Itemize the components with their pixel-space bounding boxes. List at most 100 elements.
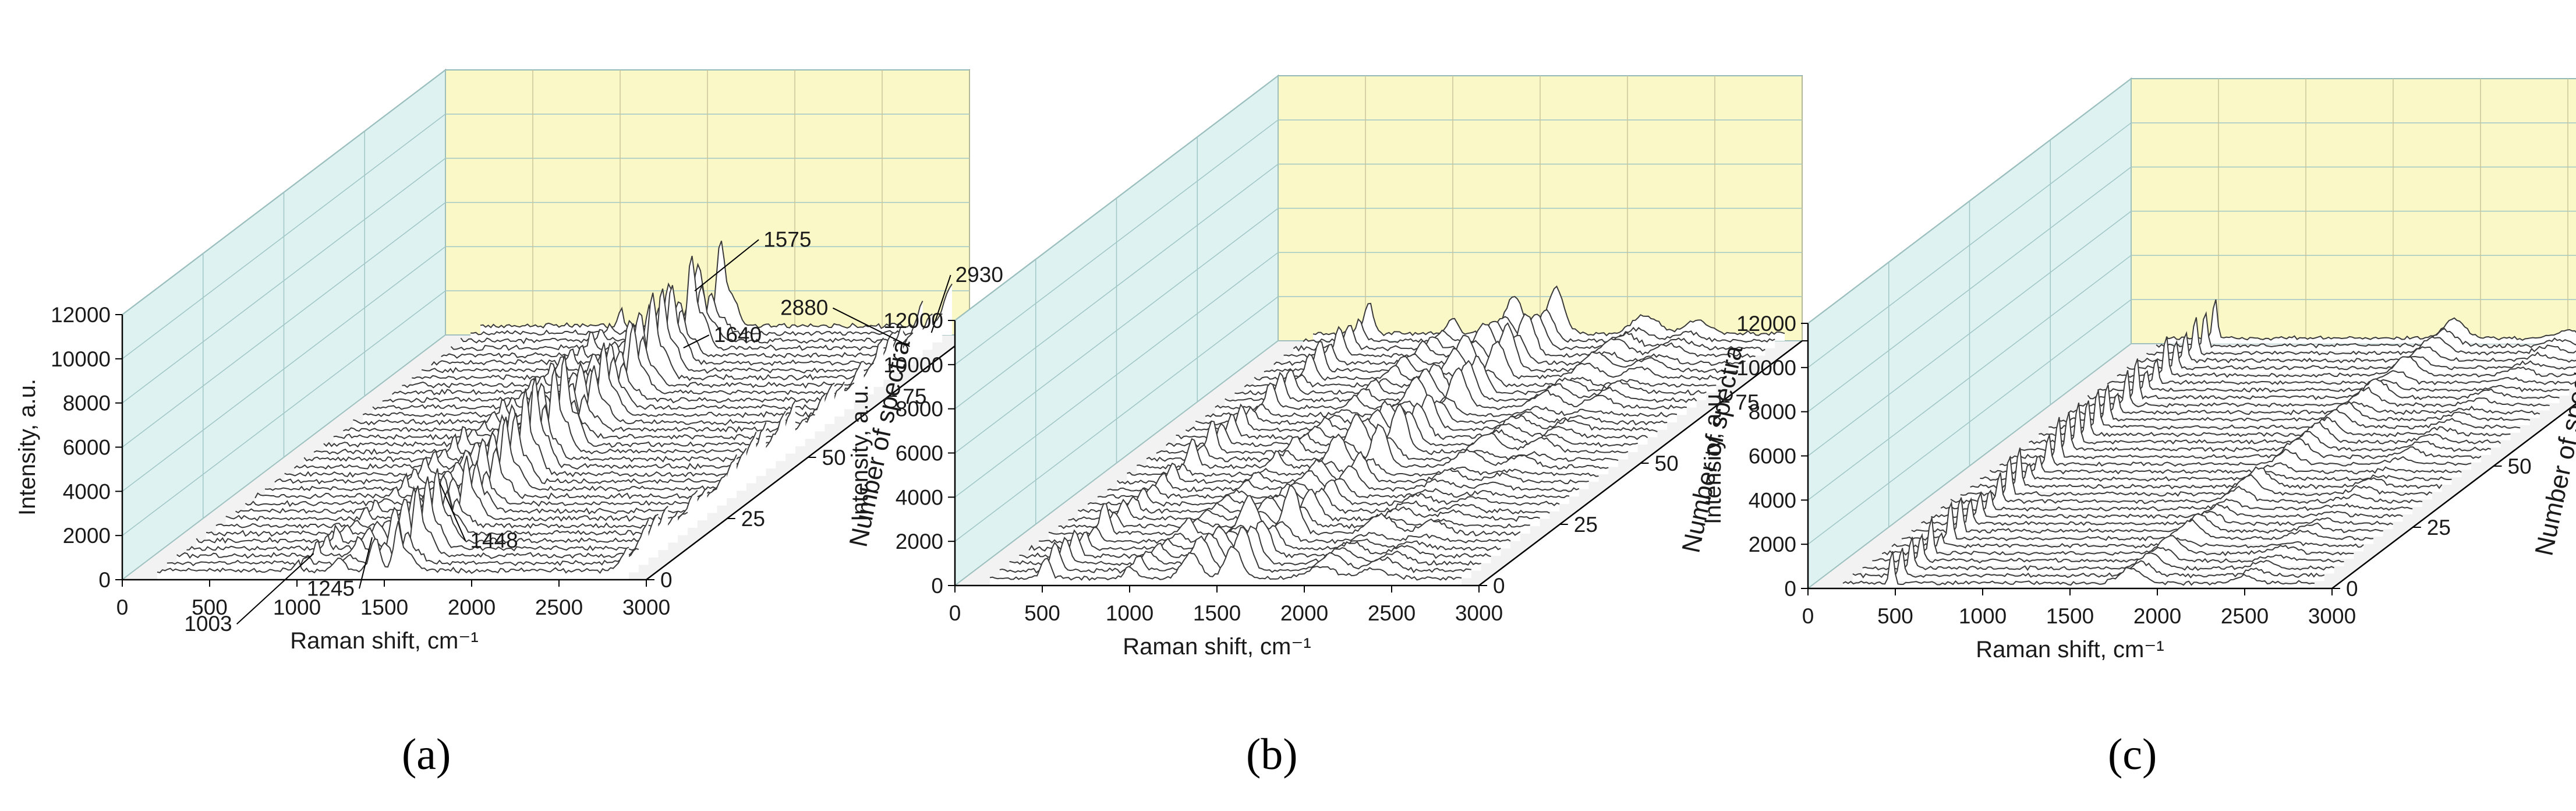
x-axis-title: Raman shift, cm⁻¹	[1123, 634, 1311, 660]
x-tick-label: 2000	[448, 595, 496, 619]
spectrum-line	[2165, 299, 2576, 341]
spectrum-line	[343, 393, 815, 433]
z-tick-label: 50	[822, 446, 846, 470]
x-tick-label: 500	[1877, 604, 1913, 628]
spectrum-line	[1911, 497, 2383, 534]
spectrum-fill	[1215, 368, 1687, 415]
spectrum-line	[412, 292, 884, 382]
spectrum-fill	[1843, 551, 2315, 588]
spectrum-line	[1264, 322, 1736, 373]
spectrum-fill	[1852, 548, 2324, 581]
x-tick-label: 2000	[1280, 601, 1328, 625]
x-tick-label: 1000	[273, 595, 321, 619]
spectrum-fill	[1931, 492, 2403, 522]
y-tick-label: 10000	[883, 353, 943, 377]
spectrum-line	[999, 527, 1471, 574]
spectrum-line	[2097, 370, 2570, 393]
annotation-label: 2930	[956, 263, 1003, 287]
y-axis-title: Intensity, a.u.	[847, 385, 873, 521]
y-tick-label: 8000	[896, 397, 943, 421]
y-tick-label: 0	[98, 568, 111, 592]
y-axis-title: Intensity, a.u.	[15, 379, 40, 516]
spectrum-line	[2136, 331, 2576, 364]
z-tick-label: 0	[2346, 577, 2358, 601]
annotation-arrow	[359, 537, 373, 589]
spectrum-line	[2107, 358, 2576, 386]
z-tick-label: 75	[1735, 390, 1759, 414]
spectrum-line	[1999, 435, 2472, 467]
spectrum-fill	[176, 485, 649, 565]
x-tick-label: 2500	[2221, 604, 2269, 628]
spectrum-line	[2146, 317, 2576, 356]
chart-panel-a: 0 500 1000 1500 2000 2500 30000200040006000800…	[15, 68, 1020, 654]
caption-b: (b)	[1246, 730, 1298, 779]
spectrum-fill	[2107, 359, 2576, 389]
spectrum-line	[157, 520, 629, 574]
y-tick-label: 6000	[63, 436, 111, 460]
x-tick-label: 3000	[622, 595, 670, 619]
spectrum-fill	[1254, 341, 1726, 386]
spectrum-fill	[2000, 435, 2472, 470]
annotation-arrow	[832, 307, 910, 347]
y-tick-label: 4000	[1749, 488, 1796, 512]
spectrum-fill	[2039, 400, 2511, 440]
y-tick-label: 2000	[63, 524, 111, 548]
spectrum-line	[1950, 472, 2423, 505]
y-tick-label: 12000	[1736, 312, 1796, 336]
annotation-label: 1575	[763, 227, 811, 251]
spectrum-line	[2068, 392, 2540, 415]
x-tick-label: 3000	[1455, 601, 1503, 625]
annotation-label: 1245	[307, 576, 355, 600]
spectrum-fill	[2068, 393, 2540, 418]
spectrum-line	[1970, 447, 2443, 490]
annotation-arrow	[694, 239, 759, 292]
spectrum-line	[1921, 497, 2393, 527]
spectrum-fill	[2078, 370, 2550, 411]
spectrum-line	[1048, 485, 1521, 537]
x-axis-title: Raman shift, cm⁻¹	[1976, 637, 2164, 662]
z-tick-label: 25	[2427, 516, 2451, 540]
spectrum-line	[2029, 403, 2501, 445]
spectrum-line	[264, 417, 737, 492]
spectrum-line	[2078, 370, 2550, 408]
caption-c: (c)	[2108, 730, 2157, 779]
y-tick-label: 2000	[1749, 533, 1796, 556]
y-tick-label: 8000	[1749, 400, 1796, 424]
spectrum-line	[1156, 403, 1629, 456]
spectrum-line	[2126, 340, 2576, 371]
x-tick-label: 2000	[2133, 604, 2181, 628]
spectrum-line	[1881, 517, 2354, 556]
y-axis-title: Intensity, a.u.	[1700, 387, 1726, 524]
z-tick-label: 25	[741, 507, 765, 531]
x-tick-label: 1000	[1106, 601, 1153, 625]
spectrum-fill	[2117, 336, 2576, 381]
spectrum-fill	[2048, 390, 2521, 433]
spectrum-fill	[990, 546, 1462, 586]
spectrum-line	[1931, 491, 2403, 519]
y-tick-label: 12000	[51, 303, 111, 327]
spectrum-line	[1989, 455, 2462, 475]
spectrum-line	[1891, 532, 2364, 549]
spectrum-line	[313, 367, 786, 456]
z-tick-label: 75	[903, 385, 926, 408]
x-tick-label: 500	[1024, 601, 1060, 625]
spectrum-fill	[1048, 485, 1520, 541]
spectrum-fill	[255, 448, 727, 506]
z-tick-label: 25	[1574, 513, 1598, 537]
spectrum-line	[392, 323, 864, 396]
z-tick-label: 0	[660, 568, 673, 592]
spectrum-fill	[2019, 412, 2491, 455]
x-tick-label: 500	[192, 595, 228, 619]
y-tick-label: 10000	[51, 347, 111, 371]
spectrum-line	[1215, 367, 1687, 411]
spectrum-line	[274, 412, 747, 485]
spectrum-fill	[1941, 491, 2413, 514]
x-tick-label: 1500	[2046, 604, 2094, 628]
spectrum-fill	[1911, 497, 2383, 537]
y-tick-label: 4000	[896, 485, 943, 509]
spectrum-line	[1283, 313, 1756, 359]
spectrum-fill	[314, 367, 786, 461]
spectrum-line	[1116, 450, 1589, 485]
spectrum-line	[186, 476, 659, 552]
